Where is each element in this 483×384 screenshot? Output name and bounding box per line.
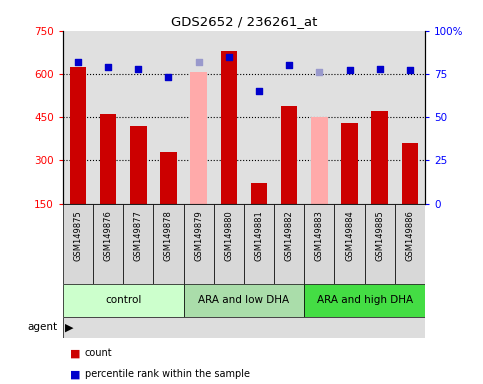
Text: control: control	[105, 295, 142, 306]
Text: GSM149885: GSM149885	[375, 210, 384, 261]
Bar	[365, 204, 395, 284]
Point	[195, 59, 202, 65]
Text: GSM149886: GSM149886	[405, 210, 414, 261]
Point	[285, 62, 293, 68]
Point	[134, 66, 142, 72]
Text: agent: agent	[28, 322, 58, 333]
Point	[165, 74, 172, 81]
Text: GSM149881: GSM149881	[255, 210, 264, 261]
Text: ■: ■	[70, 369, 81, 379]
Text: GSM149877: GSM149877	[134, 210, 143, 261]
Text: ARA and high DHA: ARA and high DHA	[316, 295, 413, 306]
Bar	[63, 204, 93, 284]
Title: GDS2652 / 236261_at: GDS2652 / 236261_at	[170, 15, 317, 28]
Bar	[281, 106, 298, 204]
Bar	[395, 204, 425, 284]
Point	[406, 67, 414, 73]
Bar	[244, 204, 274, 284]
Text: GSM149875: GSM149875	[73, 210, 83, 261]
Text: GSM149878: GSM149878	[164, 210, 173, 261]
Point	[104, 64, 112, 70]
Text: count: count	[85, 348, 112, 358]
Bar	[402, 143, 418, 204]
Point	[74, 59, 82, 65]
Text: percentile rank within the sample: percentile rank within the sample	[85, 369, 250, 379]
Bar	[93, 204, 123, 284]
Point	[315, 69, 323, 75]
Bar	[63, 284, 184, 317]
Text: GSM149883: GSM149883	[315, 210, 324, 261]
Text: GSM149880: GSM149880	[224, 210, 233, 261]
Point	[376, 66, 384, 72]
Bar	[154, 204, 184, 284]
Bar	[334, 204, 365, 284]
Text: ▶: ▶	[65, 322, 74, 333]
Bar	[304, 284, 425, 317]
Point	[346, 67, 354, 73]
Bar	[311, 117, 327, 204]
Point	[225, 53, 233, 60]
Bar	[274, 204, 304, 284]
Text: ARA and low DHA: ARA and low DHA	[199, 295, 289, 306]
Text: GSM149884: GSM149884	[345, 210, 354, 261]
Text: ■: ■	[70, 348, 81, 358]
Bar	[184, 204, 213, 284]
Bar	[130, 126, 146, 204]
Bar	[184, 284, 304, 317]
Point	[255, 88, 263, 94]
Bar	[160, 152, 177, 204]
Bar	[190, 73, 207, 204]
Bar	[100, 114, 116, 204]
Bar	[341, 123, 358, 204]
Bar	[251, 184, 267, 204]
Bar	[304, 204, 334, 284]
Bar	[123, 204, 154, 284]
Bar	[70, 67, 86, 204]
Text: GSM149876: GSM149876	[103, 210, 113, 261]
Bar	[371, 111, 388, 204]
Bar	[213, 204, 244, 284]
Text: GSM149879: GSM149879	[194, 210, 203, 261]
Bar	[221, 51, 237, 204]
Text: GSM149882: GSM149882	[284, 210, 294, 261]
